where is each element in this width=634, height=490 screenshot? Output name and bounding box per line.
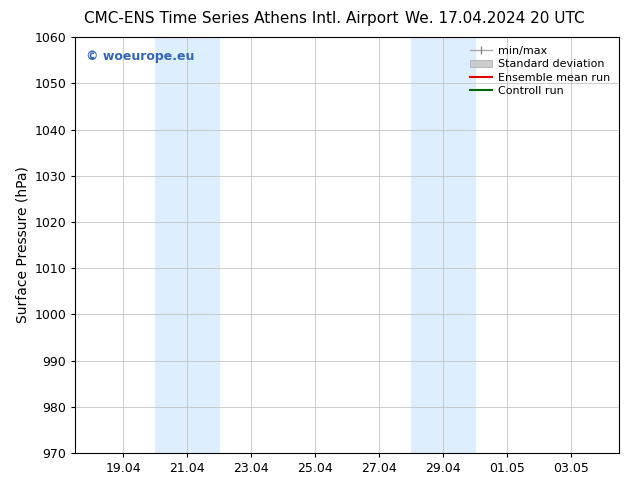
- Text: We. 17.04.2024 20 UTC: We. 17.04.2024 20 UTC: [404, 11, 585, 26]
- Legend: min/max, Standard deviation, Ensemble mean run, Controll run: min/max, Standard deviation, Ensemble me…: [467, 43, 614, 99]
- Bar: [155, 37, 219, 453]
- Text: CMC-ENS Time Series Athens Intl. Airport: CMC-ENS Time Series Athens Intl. Airport: [84, 11, 398, 26]
- Bar: [411, 37, 475, 453]
- Y-axis label: Surface Pressure (hPa): Surface Pressure (hPa): [15, 167, 29, 323]
- Text: © woeurope.eu: © woeurope.eu: [86, 49, 195, 63]
